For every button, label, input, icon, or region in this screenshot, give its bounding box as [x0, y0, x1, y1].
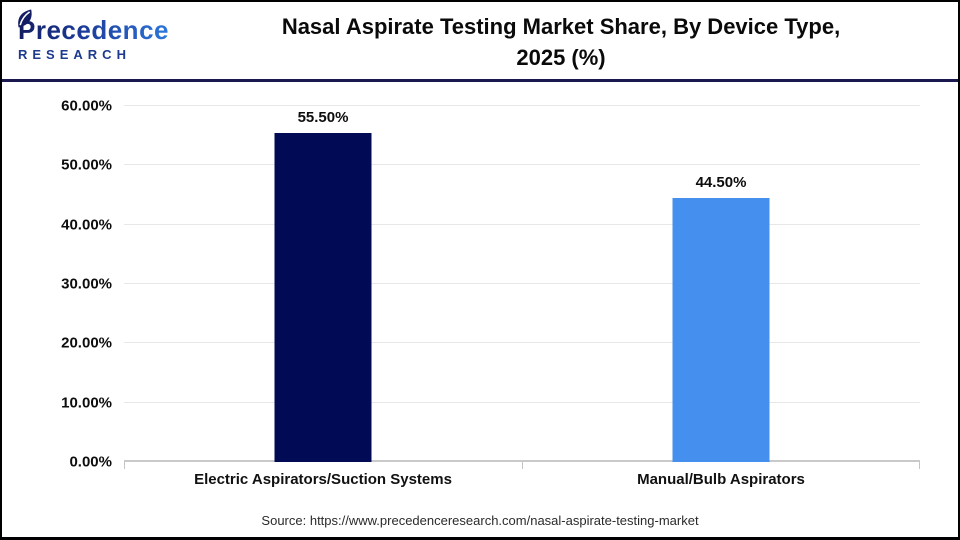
- gridline: [124, 105, 920, 106]
- bar-value-label: 55.50%: [297, 108, 349, 126]
- bar-value-label: 44.50%: [695, 173, 747, 191]
- y-axis-tick-label: 50.00%: [61, 156, 112, 174]
- y-axis-tick-label: 30.00%: [61, 275, 112, 293]
- x-axis-category-label: Electric Aspirators/Suction Systems: [194, 471, 452, 488]
- gridline: [124, 223, 920, 225]
- bar: [672, 197, 770, 462]
- y-axis: 0.00% 10.00% 20.00% 30.00% 40.00% 50.00% 60.00…: [2, 98, 112, 471]
- x-axis-tick: [522, 462, 523, 469]
- logo-name: Precedence: [18, 16, 178, 45]
- y-axis-tick-label: 60.00%: [61, 97, 112, 115]
- y-axis-tick-label: 40.00%: [61, 216, 112, 234]
- leaf-icon: [18, 9, 32, 28]
- y-axis-tick-label: 0.00%: [69, 453, 112, 471]
- x-axis-tick: [124, 462, 125, 469]
- chart-title: Nasal Aspirate Testing Market Share, By …: [172, 11, 950, 73]
- x-axis-category-label: Manual/Bulb Aspirators: [637, 471, 805, 488]
- category-slot: 44.50%: [522, 106, 920, 462]
- chart-title-line2: 2025 (%): [516, 45, 606, 71]
- footer: Source: https://www.precedenceresearch.c…: [2, 513, 958, 528]
- y-axis-tick-label: 20.00%: [61, 334, 112, 352]
- precedence-logo: Precedence RESEARCH: [18, 9, 178, 62]
- x-axis-labels: Electric Aspirators/Suction Systems Manua…: [124, 471, 920, 493]
- gridline: [124, 283, 920, 284]
- chart-title-line1: Nasal Aspirate Testing Market Share, By …: [281, 14, 841, 39]
- header: Precedence RESEARCH Nasal Aspirate Testi…: [2, 2, 958, 82]
- plot-area: 55.50% 44.50%: [124, 105, 920, 469]
- gridline: [124, 164, 920, 166]
- source-text: Source: https://www.precedenceresearch.c…: [261, 513, 699, 528]
- x-axis-line: [124, 460, 920, 462]
- x-axis-tick: [919, 462, 920, 469]
- gridline: [124, 401, 920, 403]
- gridline: [124, 342, 920, 344]
- bar: [274, 132, 372, 462]
- category-slot: 55.50%: [124, 106, 522, 462]
- y-axis-tick-label: 10.00%: [61, 394, 112, 412]
- logo-subtitle: RESEARCH: [18, 46, 131, 62]
